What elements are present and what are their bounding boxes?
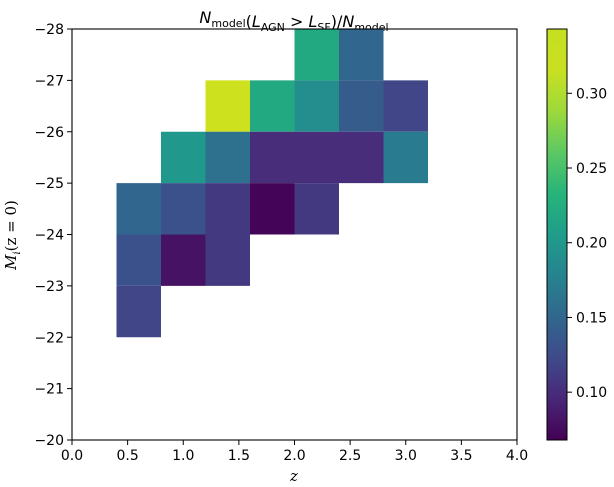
y-tick-label: −22 [34,330,64,346]
heatmap-cell [205,234,250,286]
x-axis-ticks: 0.0 0.5 1.0 1.5 2.0 2.5 3.0 3.5 4.0 [61,440,528,464]
y-tick-label: −21 [34,382,64,398]
heatmap-cell [294,80,339,132]
heatmap-cell [161,131,206,184]
heatmap-cell [116,285,161,338]
heatmap-cell [116,183,161,235]
heatmap-cell [205,131,250,184]
y-axis-ticks: −28 −27 −26 −25 −24 −23 −22 −21 −20 [34,22,72,449]
colorbar-tick-label: 0.20 [576,236,607,252]
heatmap-cell [294,183,339,235]
y-tick-label: −26 [34,125,64,141]
y-tick-label: −27 [34,73,64,89]
x-tick-label: 1.5 [228,448,250,464]
heatmap-cell [205,183,250,235]
y-tick-label: −20 [34,433,64,449]
colorbar-tick-label: 0.10 [576,385,607,401]
heatmap-cell [339,29,384,81]
heatmap-cell [205,80,250,132]
heatmap-cell [383,80,428,132]
heatmap-cell [294,29,339,81]
x-axis-label: z [289,467,298,485]
colorbar-tick-label: 0.25 [576,161,607,177]
x-tick-label: 3.5 [450,448,472,464]
heatmap-cell [294,131,339,184]
x-tick-label: 2.5 [339,448,361,464]
heatmap-cell [383,131,428,184]
heatmap-cell [161,183,206,235]
colorbar-tick-label: 0.15 [576,310,607,326]
heatmap-cell [250,131,295,184]
y-tick-label: −23 [34,279,64,295]
colorbar-ticks: 0.10 0.15 0.20 0.25 0.30 [567,86,607,401]
x-tick-label: 4.0 [506,448,528,464]
heatmap-cells [116,29,428,338]
x-tick-label: 3.0 [395,448,417,464]
x-tick-label: 2.0 [283,448,305,464]
colorbar [546,28,568,441]
colorbar-tick-label: 0.30 [576,86,607,102]
y-tick-label: −25 [34,176,64,192]
x-tick-label: 0.5 [116,448,138,464]
heatmap-cell [250,80,295,132]
heatmap-cell [116,234,161,286]
y-tick-label: −28 [34,22,64,38]
x-tick-label: 0.0 [61,448,83,464]
heatmap-cell [339,131,384,184]
y-axis-label: Mi(z = 0) [2,200,23,271]
x-tick-label: 1.0 [172,448,194,464]
heatmap-cell [250,183,295,235]
heatmap-cell [161,234,206,286]
heatmap-cell [339,80,384,132]
y-tick-label: −24 [34,228,64,244]
